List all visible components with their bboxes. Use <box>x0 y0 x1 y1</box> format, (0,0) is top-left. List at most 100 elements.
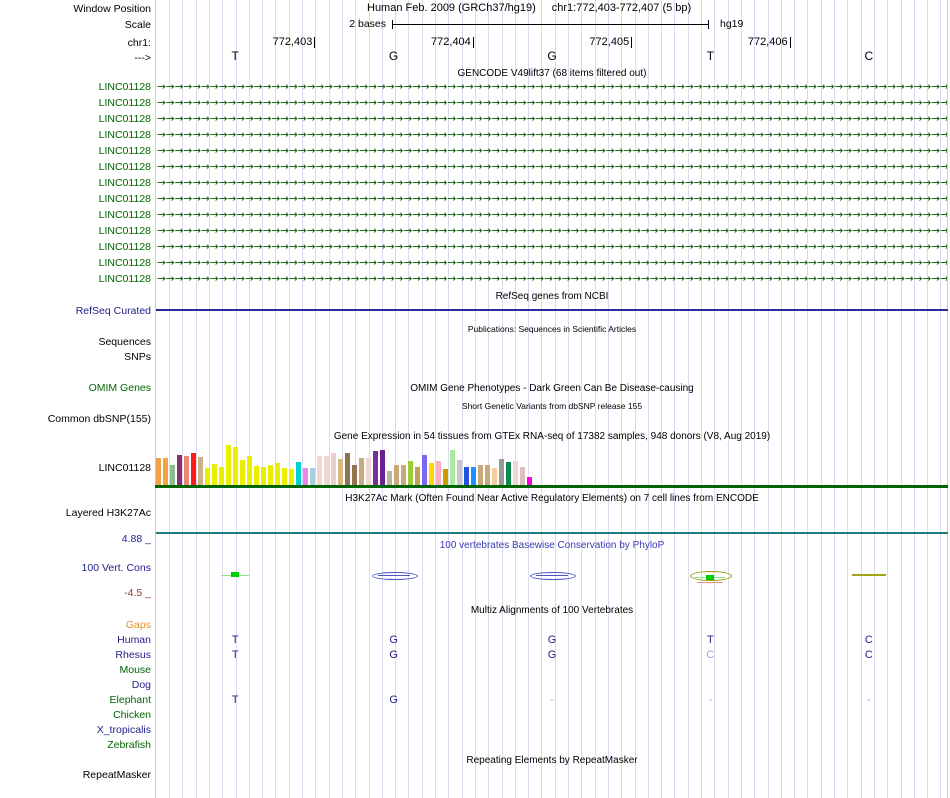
gtex-gene-label[interactable]: LINC01128 <box>98 462 151 474</box>
gtex-tissue-bar[interactable] <box>379 450 386 485</box>
multiz-species-label[interactable]: Mouse <box>119 664 151 676</box>
omim-track-label[interactable]: OMIM Genes <box>88 382 151 394</box>
gtex-tissue-bar[interactable] <box>316 456 323 485</box>
gtex-tissue-bar[interactable] <box>407 461 414 485</box>
gencode-gene-item[interactable]: →→→→→→→→→→→→→→→→→→→→→→→→→→→→→→→→→→→→→→→→… <box>157 97 947 109</box>
gencode-gene-item[interactable]: →→→→→→→→→→→→→→→→→→→→→→→→→→→→→→→→→→→→→→→→… <box>157 177 947 189</box>
publications-track-title[interactable]: Publications: Sequences in Scientific Ar… <box>467 324 637 334</box>
gencode-gene-label[interactable]: LINC01128 <box>98 209 151 221</box>
gtex-tissue-bar[interactable] <box>365 458 372 485</box>
gtex-tissue-bar[interactable] <box>190 453 197 485</box>
gtex-tissue-bar[interactable] <box>239 460 246 485</box>
gtex-tissue-bar[interactable] <box>197 457 204 485</box>
gencode-gene-label[interactable]: LINC01128 <box>98 273 151 285</box>
gtex-tissue-bar[interactable] <box>169 465 176 485</box>
gtex-tissue-bar[interactable] <box>519 467 526 485</box>
gtex-tissue-bar[interactable] <box>449 450 456 485</box>
gencode-gene-item[interactable]: →→→→→→→→→→→→→→→→→→→→→→→→→→→→→→→→→→→→→→→→… <box>157 225 947 237</box>
multiz-species-label[interactable]: Elephant <box>109 694 151 706</box>
refseq-curated-item[interactable] <box>156 309 948 311</box>
gtex-tissue-bar[interactable] <box>414 467 421 485</box>
gencode-gene-item[interactable]: →→→→→→→→→→→→→→→→→→→→→→→→→→→→→→→→→→→→→→→→… <box>157 209 947 221</box>
gtex-tissue-bar[interactable] <box>274 463 281 485</box>
gencode-gene-label[interactable]: LINC01128 <box>98 257 151 269</box>
gtex-tissue-bar[interactable] <box>400 465 407 485</box>
gtex-tissue-bar[interactable] <box>218 467 225 485</box>
refseq-curated-label[interactable]: RefSeq Curated <box>75 305 151 317</box>
gtex-tissue-bar[interactable] <box>295 462 302 485</box>
gtex-tissue-bar[interactable] <box>232 447 239 485</box>
dbsnp-track-title[interactable]: Short Genetic Variants from dbSNP releas… <box>461 401 643 411</box>
sequences-track-label[interactable]: Sequences <box>98 336 151 348</box>
multiz-species-label[interactable]: Dog <box>131 679 151 691</box>
gtex-tissue-bar[interactable] <box>281 468 288 485</box>
gencode-gene-label[interactable]: LINC01128 <box>98 161 151 173</box>
multiz-species-label[interactable]: Rhesus <box>115 649 151 661</box>
gtex-tissue-bar[interactable] <box>491 468 498 485</box>
gencode-gene-item[interactable]: →→→→→→→→→→→→→→→→→→→→→→→→→→→→→→→→→→→→→→→→… <box>157 161 947 173</box>
gtex-tissue-bar[interactable] <box>323 456 330 485</box>
multiz-track-title[interactable]: Multiz Alignments of 100 Vertebrates <box>470 605 634 616</box>
gtex-tissue-bar[interactable] <box>477 465 484 485</box>
gtex-tissue-bar[interactable] <box>526 477 533 485</box>
gencode-gene-label[interactable]: LINC01128 <box>98 81 151 93</box>
gtex-tissue-bar[interactable] <box>204 468 211 485</box>
gtex-tissue-bar[interactable] <box>435 461 442 485</box>
gencode-gene-item[interactable]: →→→→→→→→→→→→→→→→→→→→→→→→→→→→→→→→→→→→→→→→… <box>157 257 947 269</box>
gtex-tissue-bar[interactable] <box>260 467 267 485</box>
gencode-gene-item[interactable]: →→→→→→→→→→→→→→→→→→→→→→→→→→→→→→→→→→→→→→→→… <box>157 241 947 253</box>
h3k27ac-track-title[interactable]: H3K27Ac Mark (Often Found Near Active Re… <box>345 493 759 504</box>
phylop-track-title[interactable]: 100 vertebrates Basewise Conservation by… <box>439 540 665 551</box>
gencode-gene-label[interactable]: LINC01128 <box>98 193 151 205</box>
gtex-tissue-bar[interactable] <box>288 469 295 485</box>
gtex-tissue-bar[interactable] <box>253 466 260 485</box>
gtex-tissue-bar[interactable] <box>162 458 169 485</box>
multiz-species-label[interactable]: X_tropicalis <box>96 724 151 736</box>
gencode-track-title[interactable]: GENCODE V49lift37 (68 items filtered out… <box>457 68 647 79</box>
gtex-tissue-bar[interactable] <box>330 453 337 485</box>
gencode-gene-item[interactable]: →→→→→→→→→→→→→→→→→→→→→→→→→→→→→→→→→→→→→→→→… <box>157 273 947 285</box>
omim-track-title[interactable]: OMIM Gene Phenotypes - Dark Green Can Be… <box>410 383 694 394</box>
multiz-species-label[interactable]: Human <box>117 634 151 646</box>
gtex-tissue-bar[interactable] <box>358 458 365 485</box>
gtex-tissue-bar[interactable] <box>183 456 190 485</box>
gtex-tissue-bar[interactable] <box>337 459 344 485</box>
gencode-gene-item[interactable]: →→→→→→→→→→→→→→→→→→→→→→→→→→→→→→→→→→→→→→→→… <box>157 145 947 157</box>
gtex-tissue-bar[interactable] <box>421 455 428 485</box>
gtex-tissue-bar[interactable] <box>428 463 435 485</box>
gencode-gene-label[interactable]: LINC01128 <box>98 97 151 109</box>
multiz-species-label[interactable]: Zebrafish <box>107 739 151 751</box>
gtex-tissue-bar[interactable] <box>246 456 253 485</box>
gtex-tissue-bar[interactable] <box>309 468 316 485</box>
gtex-tissue-bar[interactable] <box>463 467 470 485</box>
gtex-tissue-bar[interactable] <box>470 467 477 485</box>
gtex-tissue-bar[interactable] <box>225 445 232 485</box>
gtex-tissue-bar[interactable] <box>512 461 519 485</box>
repeatmasker-track-title[interactable]: Repeating Elements by RepeatMasker <box>466 755 638 766</box>
gtex-tissue-bar[interactable] <box>155 458 162 485</box>
gencode-gene-label[interactable]: LINC01128 <box>98 225 151 237</box>
gencode-gene-label[interactable]: LINC01128 <box>98 177 151 189</box>
gencode-gene-item[interactable]: →→→→→→→→→→→→→→→→→→→→→→→→→→→→→→→→→→→→→→→→… <box>157 129 947 141</box>
multiz-species-label[interactable]: Chicken <box>113 709 151 721</box>
gencode-gene-item[interactable]: →→→→→→→→→→→→→→→→→→→→→→→→→→→→→→→→→→→→→→→→… <box>157 81 947 93</box>
gtex-tissue-bar[interactable] <box>211 464 218 485</box>
gtex-tissue-bar[interactable] <box>442 469 449 485</box>
gtex-track-title[interactable]: Gene Expression in 54 tissues from GTEx … <box>333 431 771 442</box>
gtex-tissue-bar[interactable] <box>393 465 400 485</box>
gencode-gene-label[interactable]: LINC01128 <box>98 241 151 253</box>
multiz-species-label[interactable]: Gaps <box>125 619 151 631</box>
gencode-gene-item[interactable]: →→→→→→→→→→→→→→→→→→→→→→→→→→→→→→→→→→→→→→→→… <box>157 113 947 125</box>
gtex-tissue-bar[interactable] <box>484 465 491 485</box>
gencode-gene-item[interactable]: →→→→→→→→→→→→→→→→→→→→→→→→→→→→→→→→→→→→→→→→… <box>157 193 947 205</box>
gtex-tissue-bar[interactable] <box>302 468 309 485</box>
gtex-tissue-bar[interactable] <box>267 465 274 485</box>
gtex-tissue-bar[interactable] <box>344 453 351 485</box>
gtex-tissue-bar[interactable] <box>351 465 358 485</box>
gencode-gene-label[interactable]: LINC01128 <box>98 129 151 141</box>
repeatmasker-track-label[interactable]: RepeatMasker <box>82 769 151 781</box>
refseq-track-title[interactable]: RefSeq genes from NCBI <box>495 291 609 302</box>
gtex-tissue-bar[interactable] <box>498 459 505 485</box>
h3k27ac-track-label[interactable]: Layered H3K27Ac <box>65 507 151 519</box>
